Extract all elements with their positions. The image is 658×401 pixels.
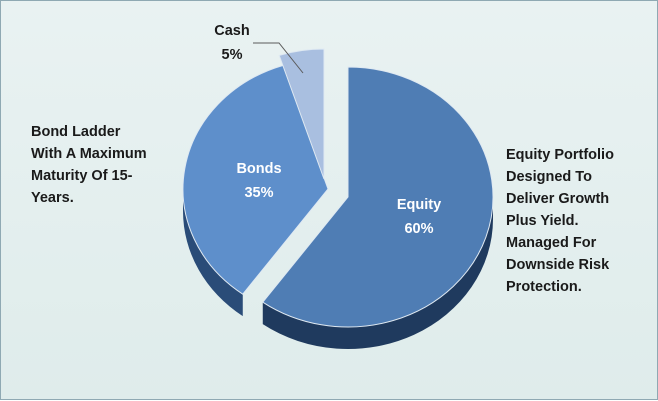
pie-tops xyxy=(182,48,494,328)
pie-labels: Equity 60% Bonds 35% Cash 5% xyxy=(214,23,441,237)
slice-value-cash: 5% xyxy=(222,47,243,63)
slice-label-equity: Equity xyxy=(397,197,441,213)
pie-slice-bonds xyxy=(182,64,329,295)
slice-value-equity: 60% xyxy=(404,221,433,237)
equity-annotation: Equity Portfolio Designed To Deliver Gro… xyxy=(506,147,614,295)
slice-side-bonds xyxy=(183,189,243,317)
pie-slice-equity xyxy=(262,66,494,328)
slice-label-cash: Cash xyxy=(214,23,249,39)
pie-slice-cash xyxy=(278,48,325,180)
pie-sides xyxy=(183,189,493,349)
slice-side-equity xyxy=(262,197,493,349)
bonds-annotation: Bond Ladder With A Maximum Maturity Of 1… xyxy=(31,124,147,206)
cash-leader-line xyxy=(253,42,304,74)
slice-label-bonds: Bonds xyxy=(236,161,281,177)
slice-value-bonds: 35% xyxy=(244,185,273,201)
